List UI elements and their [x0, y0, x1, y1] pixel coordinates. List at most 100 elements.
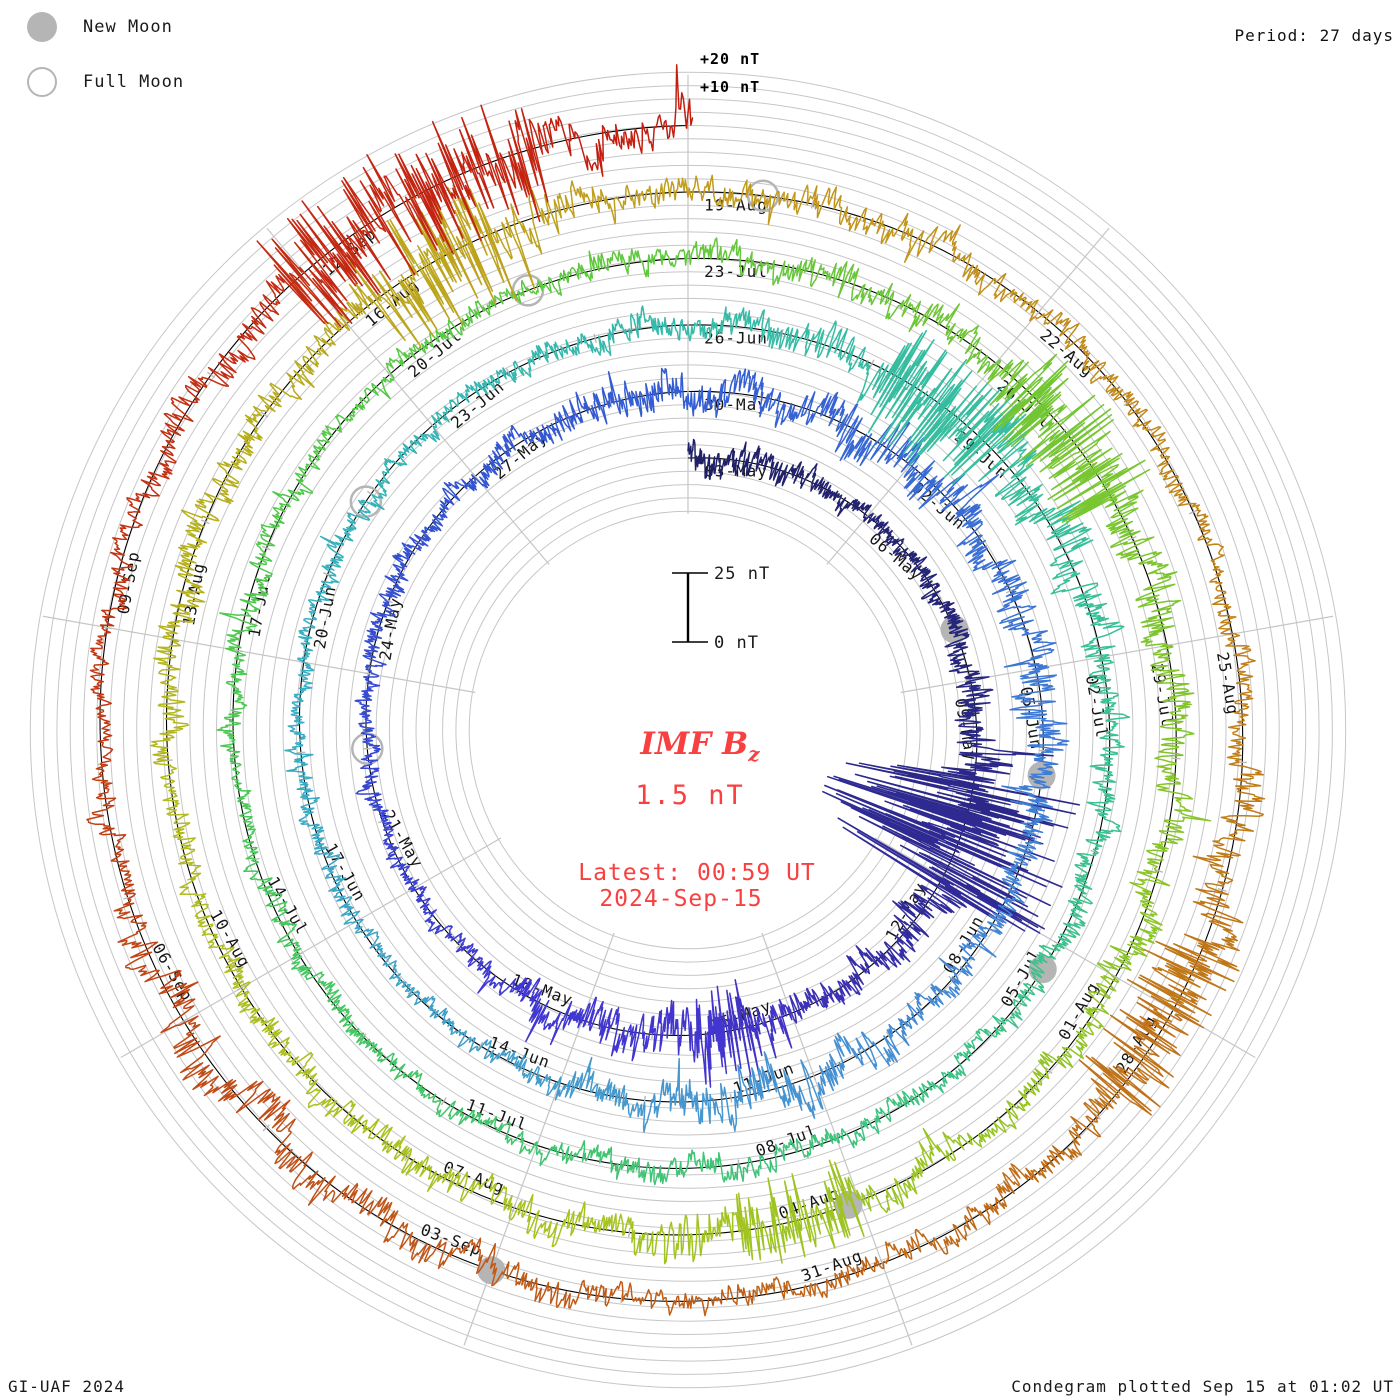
- date-label: 26-Jun: [704, 329, 768, 348]
- bz-trace-segment: [491, 1261, 624, 1309]
- bz-trace-segment: [995, 1101, 1102, 1210]
- day-tick: [261, 545, 271, 551]
- bz-trace-segment: [377, 1196, 497, 1275]
- day-tick: [729, 1093, 733, 1103]
- bz-trace-segment: [355, 747, 390, 823]
- bz-trace-segment: [687, 438, 751, 481]
- day-tick: [737, 1159, 740, 1169]
- bz-trace-segment: [845, 745, 1081, 829]
- bz-trace-segment: [1097, 867, 1171, 972]
- bz-trace-segment: [431, 367, 510, 431]
- bz-trace-segment: [921, 1015, 1007, 1094]
- bz-trace-segment: [1125, 397, 1201, 510]
- bz-trace-segment: [956, 1060, 1050, 1148]
- day-tick: [471, 472, 479, 481]
- bz-trace-segment: [113, 898, 199, 1034]
- bz-trace-segment: [1146, 755, 1212, 870]
- day-tick: [511, 1203, 517, 1213]
- bz-trace-segment: [748, 445, 818, 489]
- day-tick: [810, 199, 815, 209]
- bz-trace-segment: [944, 613, 984, 680]
- bz-trace-segment: [685, 174, 814, 225]
- day-tick: [296, 751, 306, 754]
- bz-trace-segment: [421, 474, 478, 540]
- legend-full-moon: Full Moon: [27, 67, 184, 97]
- bz-trace-segment: [271, 1112, 383, 1215]
- bz-trace-segment: [173, 1015, 291, 1121]
- bz-trace-segment: [398, 104, 550, 255]
- bz-trace-segment: [997, 829, 1042, 916]
- bz-trace-segment: [899, 294, 995, 375]
- bz-trace-segment: [535, 1139, 640, 1180]
- center-latest-date: 2024-Sep-15: [599, 886, 763, 912]
- bz-trace-segment: [882, 1197, 1006, 1264]
- bz-trace-segment: [455, 943, 527, 996]
- bz-trace-segment: [928, 224, 1039, 322]
- new-moon-marker: [940, 615, 969, 644]
- bz-trace-segment: [354, 675, 381, 750]
- bz-trace-segment: [722, 979, 795, 1078]
- bz-trace-segment: [1192, 759, 1266, 887]
- bz-trace-segment: [474, 266, 580, 318]
- bz-trace-segment: [1057, 850, 1099, 947]
- bz-trace-segment: [754, 1256, 885, 1300]
- period-label: Period: 27 days: [1234, 26, 1394, 45]
- day-tick: [262, 1124, 270, 1132]
- bz-trace-segment: [938, 909, 1012, 985]
- bz-trace-segment: [243, 860, 302, 960]
- bz-trace-segment: [1224, 632, 1256, 762]
- full-moon-marker: [746, 179, 780, 213]
- bz-trace-segment: [992, 942, 1065, 1029]
- bz-trace-segment: [834, 403, 925, 473]
- bz-trace-segment: [510, 1193, 632, 1248]
- bz-trace-segment: [516, 977, 590, 1046]
- bz-trace-segment: [89, 627, 114, 766]
- bz-trace-segment: [1029, 309, 1134, 403]
- bz-trace-segment: [1009, 665, 1070, 751]
- bz-trace-segment: [255, 454, 321, 547]
- radial-label-plus10: +10 nT: [700, 78, 761, 96]
- bz-trace-segment: [744, 1159, 865, 1264]
- scale-top-label: 25 nT: [714, 564, 771, 584]
- radial-label-plus20: +20 nT: [700, 50, 761, 68]
- bz-trace-segment: [319, 496, 385, 578]
- day-tick: [477, 1041, 484, 1050]
- bz-trace-segment: [354, 918, 415, 994]
- bz-trace-segment: [1110, 536, 1182, 647]
- bz-trace-segment: [652, 985, 728, 1088]
- day-tick: [1045, 1066, 1053, 1075]
- day-tick: [1093, 1112, 1101, 1120]
- center-title-main: IMF B: [640, 726, 749, 762]
- day-tick: [628, 1228, 631, 1238]
- legend-new-moon: New Moon: [27, 12, 173, 42]
- bz-trace-segment: [956, 509, 1027, 595]
- bz-trace-segment: [436, 1100, 538, 1155]
- new-moon-label: New Moon: [83, 17, 173, 37]
- bz-trace-segment: [1039, 414, 1151, 547]
- bz-trace-segment: [297, 575, 340, 665]
- day-tick: [260, 411, 269, 418]
- bz-trace-segment: [284, 662, 315, 755]
- day-tick: [578, 269, 582, 279]
- center-latest-time: Latest: 00:59 UT: [578, 860, 816, 886]
- day-tick: [1188, 509, 1198, 515]
- bz-trace-segment: [235, 986, 318, 1086]
- bz-trace-segment: [846, 929, 916, 991]
- bz-trace-segment: [1085, 753, 1122, 852]
- bz-trace-segment: [179, 878, 251, 989]
- bz-trace-segment: [822, 775, 1063, 930]
- bz-trace-segment: [86, 764, 136, 900]
- day-tick: [811, 1071, 817, 1081]
- plotted-timestamp: Condegram plotted Sep 15 at 01:02 UT: [1011, 1377, 1394, 1396]
- bz-trace-segment: [477, 1039, 562, 1097]
- bz-trace-segment: [476, 425, 544, 489]
- bz-trace-segment: [856, 330, 973, 465]
- day-tick: [386, 370, 394, 379]
- day-tick: [343, 319, 351, 328]
- bz-trace-segment: [207, 238, 342, 387]
- day-tick: [869, 359, 875, 369]
- bz-trace-segment: [811, 185, 939, 263]
- bz-trace-segment: [810, 474, 872, 519]
- bz-trace-segment: [996, 586, 1057, 668]
